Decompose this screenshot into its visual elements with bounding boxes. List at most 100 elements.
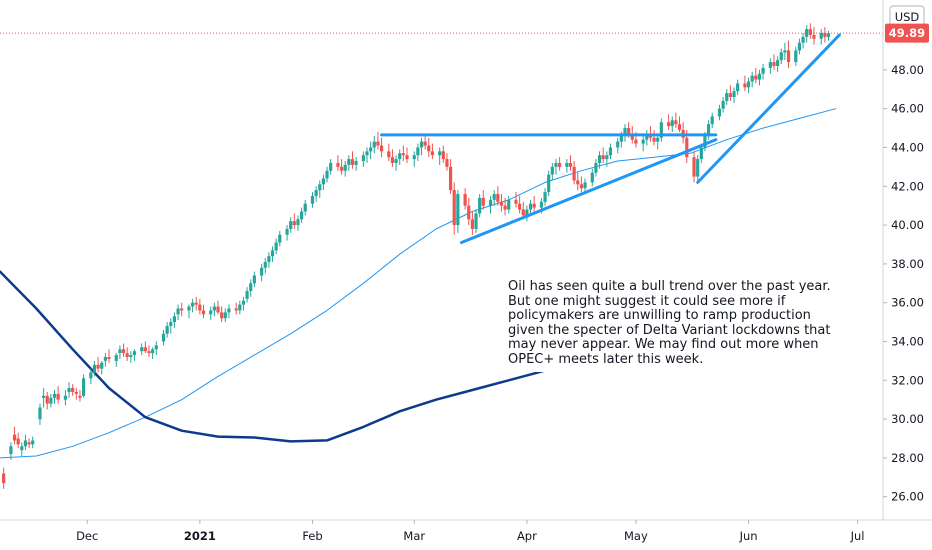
candle: [794, 46, 798, 66]
candle: [706, 120, 711, 140]
candle: [38, 403, 42, 425]
candle: [379, 137, 384, 158]
candle: [190, 298, 195, 313]
price-tick-label: 48.00: [891, 63, 924, 77]
candle: [325, 166, 329, 183]
candle: [652, 130, 656, 146]
candle: [590, 168, 594, 187]
candle: [216, 300, 220, 315]
candle: [692, 151, 696, 183]
candle: [121, 343, 126, 358]
candle: [394, 155, 398, 171]
candle: [412, 151, 416, 167]
candle: [681, 122, 685, 144]
candle: [594, 159, 598, 177]
moving-average-line-1: [0, 108, 837, 459]
candle: [245, 287, 249, 303]
time-tick-label: Jun: [739, 529, 758, 543]
candle: [754, 67, 758, 84]
candlesticks: [2, 23, 831, 489]
candle: [812, 27, 816, 45]
price-tick-label: 44.00: [891, 140, 924, 154]
candle: [750, 71, 754, 88]
candle: [478, 194, 482, 218]
candle: [823, 27, 827, 43]
candle: [321, 174, 326, 191]
candle: [67, 382, 71, 398]
candle: [42, 388, 46, 408]
candle: [746, 77, 751, 94]
candle: [463, 188, 467, 210]
candle: [310, 192, 315, 208]
candle: [736, 79, 740, 96]
candle: [528, 199, 533, 216]
candle: [390, 149, 395, 167]
candle: [616, 137, 620, 154]
candle: [423, 133, 427, 150]
candle: [285, 225, 289, 241]
candle: [223, 308, 227, 323]
candle: [118, 345, 122, 359]
candle: [667, 114, 671, 130]
candle: [826, 31, 831, 41]
candle: [71, 384, 75, 396]
candle: [169, 318, 173, 334]
candle: [220, 306, 224, 323]
candle: [419, 137, 424, 156]
time-tick-label: Apr: [517, 529, 537, 543]
time-tick-label: 2021: [184, 529, 216, 543]
candle: [96, 357, 100, 373]
last-price-badge: 49.89: [885, 23, 929, 43]
candle: [198, 298, 202, 315]
candle: [743, 75, 747, 92]
candle: [725, 89, 729, 105]
candle: [9, 442, 13, 460]
candle: [361, 151, 365, 167]
candle: [492, 190, 496, 206]
candle: [114, 353, 118, 367]
candle: [550, 162, 554, 181]
candle: [717, 104, 722, 121]
candle: [547, 170, 551, 196]
candle: [154, 341, 158, 356]
price-tick-label: 36.00: [891, 296, 924, 310]
currency-button[interactable]: USD: [889, 5, 925, 28]
candle: [365, 147, 369, 163]
candle: [81, 374, 86, 398]
candle: [92, 360, 97, 377]
candle: [165, 322, 169, 338]
candle: [249, 279, 253, 297]
candle: [445, 153, 449, 171]
candle: [187, 304, 191, 319]
candle: [78, 390, 82, 402]
candle: [670, 116, 674, 132]
candle: [31, 436, 35, 449]
price-tick-label: 32.00: [891, 373, 924, 387]
candle: [732, 87, 736, 103]
candle: [16, 432, 20, 449]
candle: [441, 145, 445, 163]
candle: [260, 263, 264, 282]
candle: [74, 388, 78, 400]
trendline-3[interactable]: [696, 33, 841, 184]
candle: [641, 135, 645, 152]
candle: [241, 296, 246, 311]
trendline-2[interactable]: [459, 138, 718, 245]
candle: [161, 329, 166, 346]
candle: [808, 23, 812, 39]
candle: [779, 48, 783, 65]
candle: [554, 159, 558, 175]
trendlines: [380, 33, 841, 245]
candle: [430, 143, 435, 160]
candle: [416, 143, 420, 162]
candle: [496, 186, 500, 206]
moving-average-line-2: [0, 270, 583, 443]
candle: [721, 97, 725, 113]
candle: [347, 155, 351, 171]
price-tick-label: 26.00: [891, 490, 924, 504]
candle: [601, 147, 605, 163]
price-tick-label: 40.00: [891, 218, 924, 232]
candle: [292, 213, 296, 229]
candle: [565, 159, 569, 173]
time-axis: Dec 2021 Feb Mar Apr May Jun Jul: [76, 520, 865, 543]
